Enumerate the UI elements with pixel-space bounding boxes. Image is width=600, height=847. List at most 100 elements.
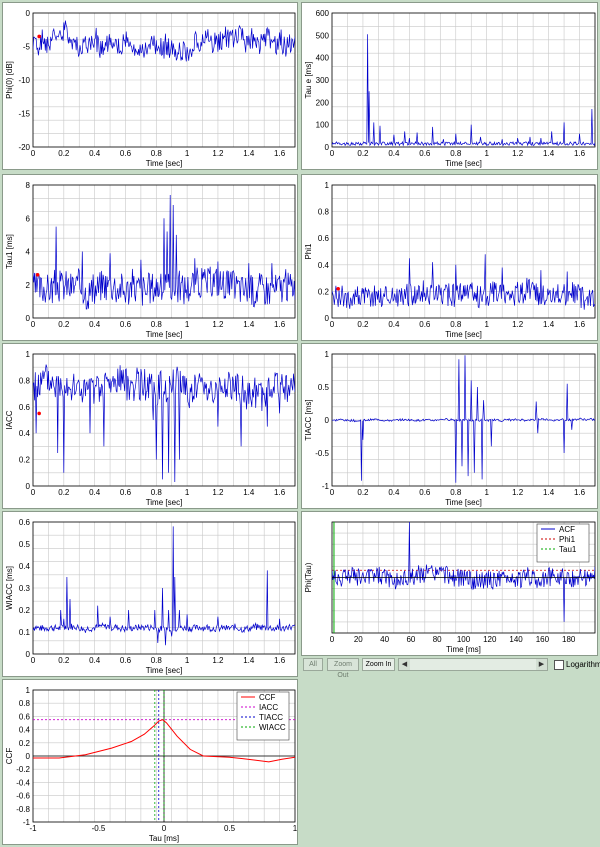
phi1-xtick-label: 0.4 (388, 320, 400, 329)
chart-wiacc: 0 0.2 0.4 0.6 0.8 1 1.2 1.4 1.6 0 0.1 0.2 0.3 0.4 0.5 0… (2, 511, 298, 677)
acf-xtick-label: 100 (457, 635, 471, 644)
tau1-ytick-label: 8 (26, 181, 31, 190)
taue-axes: 0 0.2 0.4 0.6 0.8 1 1.2 1.4 1.6 0 100 200 300 400 500 6… (304, 9, 596, 168)
taue-ytick-label: 200 (316, 98, 330, 107)
phi0-xtick-label: 1.2 (212, 149, 224, 158)
chart-phi1: 0 0.2 0.4 0.6 0.8 1 1.2 1.4 1.6 0 0.2 0.4 0.6 0.8 1 Tim… (301, 174, 598, 341)
ccf-ytick-label: 0.4 (19, 726, 31, 735)
ccf-ylabel: CCF (5, 748, 14, 765)
iacc-frame (32, 353, 296, 487)
phi0-xtick-label: 0.4 (89, 149, 101, 158)
iacc-xtick-label: 1.4 (243, 488, 255, 497)
phi0-xtick-label: 0.8 (151, 149, 163, 158)
phi1-ylabel: Phi1 (304, 243, 313, 260)
chart-iacc: 0 0.2 0.4 0.6 0.8 1 1.2 1.4 1.6 0 0.2 0.4 0.6 0.8 1 Tim… (2, 343, 298, 509)
taue-series-line (332, 34, 595, 147)
taue-xtick-label: 1 (484, 149, 489, 158)
chart-iacc-svg: 0 0.2 0.4 0.6 0.8 1 1.2 1.4 1.600.20.40.60.81Tim… (5, 350, 296, 507)
tau1-series-line (33, 194, 295, 310)
iacc-xlabel: Time [sec] (146, 498, 183, 507)
phi1-xtick-label: 0.8 (450, 320, 462, 329)
tiacc-xtick-label: 1.2 (512, 488, 524, 497)
tiacc-xtick-label: 1.6 (574, 488, 586, 497)
tiacc-ytick-label: -1 (322, 482, 330, 491)
wiacc-xtick-label: 1.6 (274, 656, 286, 665)
wiacc-xtick-label: 0.6 (120, 656, 132, 665)
iacc-xtick-label: 1.6 (274, 488, 286, 497)
phi0-ytick-label: -5 (23, 43, 31, 52)
phi1-xtick-label: 1.4 (543, 320, 555, 329)
chart-tiacc-svg: 0 0.2 0.4 0.6 0.8 1 1.2 1.4 1.6 1 0.5 0 -0.5 -1 Time [… (304, 350, 596, 507)
ccf-xtick-label: 0 (162, 824, 167, 833)
phi1-marker (336, 286, 340, 291)
taue-ytick-label: 400 (316, 54, 330, 63)
acf-xtick-label: 160 (536, 635, 550, 644)
iacc-ytick-label: 1 (26, 350, 31, 359)
acf-legend-box (536, 523, 590, 563)
ccf-ytick-label: 0 (26, 752, 31, 761)
time-scrollbar[interactable]: ◀ ▶ (398, 658, 548, 671)
ccf-ytick-label: 0.6 (19, 712, 31, 721)
wiacc-xtick-label: 1 (185, 656, 190, 665)
acf-series-line (332, 522, 595, 622)
acf-xlabel: Time [ms] (446, 645, 481, 654)
taue-xtick-label: 0.6 (419, 149, 431, 158)
tau1-marker (35, 272, 40, 277)
zoom-in-button[interactable]: Zoom In (362, 658, 395, 671)
tau1-ylabel: Tau1 [ms] (5, 234, 14, 269)
acf-xtick-label: 40 (380, 635, 389, 644)
phi1-axes: 0 0.2 0.4 0.6 0.8 1 1.2 1.4 1.600.20.40.60.81Tim… (304, 181, 596, 339)
scroll-right-icon[interactable]: ▶ (536, 659, 547, 670)
phi0-xtick-label: 0.2 (58, 149, 70, 158)
iacc-series-line (33, 364, 295, 483)
tau1-xtick-label: 1 (185, 320, 190, 329)
phi0-ytick-label: 0 (26, 9, 31, 18)
ccf-legend-label: CCF (259, 693, 276, 702)
iacc-ytick-label: 0.4 (19, 429, 31, 438)
tiacc-xtick-label: 1 (484, 488, 489, 497)
wiacc-xtick-label: 0.4 (89, 656, 101, 665)
phi0-ytick-label: -10 (18, 76, 30, 85)
tiacc-axes: 0 0.2 0.4 0.6 0.8 1 1.2 1.4 1.6 1 0.5 0 -0.5 -1 Time [… (304, 350, 596, 507)
wiacc-ylabel: WIACC [ms] (5, 566, 14, 610)
acf-xtick-label: 180 (562, 635, 576, 644)
taue-frame (331, 12, 596, 148)
phi0-xtick-label: 0 (31, 149, 36, 158)
tau1-ytick-label: 2 (26, 281, 31, 290)
ccf-legend-box (236, 691, 290, 741)
scroll-left-icon[interactable]: ◀ (399, 659, 410, 670)
ccf-ytick-label: 0.2 (19, 739, 31, 748)
ccf-xlabel: Tau [ms] (149, 834, 179, 843)
chart-tau1: 0 0.2 0.4 0.6 0.8 1 1.2 1.4 1.6 0 2 4 6 8 Time [sec] Ta… (2, 174, 298, 341)
acf-legend-label: Tau1 (559, 545, 577, 554)
acf-xtick-label: 140 (509, 635, 523, 644)
ccf-legend-label: WIACC (259, 723, 286, 732)
phi1-ytick-label: 0.8 (318, 208, 330, 217)
wiacc-ytick-label: 0.1 (19, 628, 31, 637)
all-button[interactable]: All (303, 658, 323, 671)
taue-xlabel: Time [sec] (445, 159, 482, 168)
acf-xtick-label: 80 (433, 635, 442, 644)
phi1-xtick-label: 0 (330, 320, 335, 329)
wiacc-xtick-label: 0 (31, 656, 36, 665)
wiacc-ytick-label: 0.2 (19, 606, 31, 615)
phi0-ytick-label: -15 (18, 110, 30, 119)
tau1-xtick-label: 1.4 (243, 320, 255, 329)
chart-phi0-svg: 0 0.2 0.4 0.6 0.8 1 1.2 1.4 1.6 0 -5 -10 -15 -20 Time … (5, 9, 296, 168)
phi1-xtick-label: 0.2 (357, 320, 369, 329)
acf-toolbar: All Zoom Out Zoom In ◀ ▶ Logarithm (300, 657, 600, 679)
acf-legend-label: ACF (559, 525, 575, 534)
iacc-xtick-label: 0.8 (151, 488, 163, 497)
tiacc-ytick-label: 0.5 (318, 383, 330, 392)
wiacc-xtick-label: 1.4 (243, 656, 255, 665)
logarithm-checkbox[interactable] (554, 660, 564, 670)
phi0-xtick-label: 1 (185, 149, 190, 158)
phi1-series-line (332, 254, 595, 310)
wiacc-axes: 0 0.2 0.4 0.6 0.8 1 1.2 1.4 1.6 0 0.1 0.2 0.3 0.4 0.5 0… (5, 518, 296, 675)
ccf-legend-label: IACC (259, 703, 278, 712)
tau1-xtick-label: 0.8 (151, 320, 163, 329)
zoom-out-button[interactable]: Zoom Out (327, 658, 359, 679)
tiacc-xlabel: Time [sec] (445, 498, 482, 507)
phi1-ytick-label: 0.2 (318, 287, 330, 296)
